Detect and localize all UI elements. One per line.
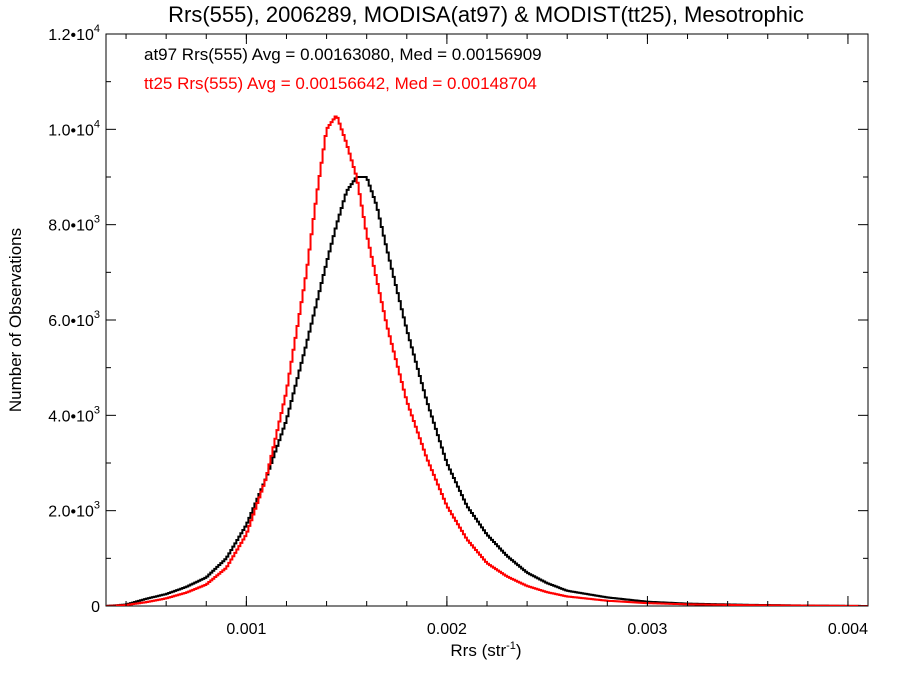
x-axis-label-end: ) [516,641,522,660]
y-tick-exponent: 3 [94,214,100,226]
y-tick-exponent: 3 [94,309,100,321]
y-tick-mantissa: 1.2•10 [48,27,94,44]
x-tick-label: 0.001 [226,621,266,638]
x-tick-label: 0.004 [828,621,868,638]
y-tick-mantissa: 8.0•10 [48,218,94,235]
annotation-layer: at97 Rrs(555) Avg = 0.00163080, Med = 0.… [144,45,542,93]
x-axis-label: Rrs (str-1) [450,640,521,660]
y-tick-exponent: 4 [94,118,100,130]
plot-frame [105,33,869,607]
x-axis-label-text: Rrs (str [450,641,506,660]
y-tick-mantissa: 1.0•10 [48,122,94,139]
y-tick-exponent: 3 [94,500,100,512]
histogram-series-0 [106,176,868,606]
x-axis-label-sup: -1 [506,640,516,652]
y-tick-mantissa: 4.0•10 [48,408,94,425]
x-tick-label: 0.003 [627,621,667,638]
y-tick-exponent: 4 [94,23,100,35]
series-layer [106,115,868,606]
chart-title: Rrs(555), 2006289, MODISA(at97) & MODIST… [168,2,804,27]
y-tick-mantissa: 2.0•10 [48,504,94,521]
y-tick-label: 1.0•104 [48,118,100,139]
y-tick-label: 8.0•103 [48,214,100,235]
y-tick-exponent: 3 [94,404,100,416]
y-tick-label: 2.0•103 [48,500,100,521]
axis-ticks: 0.001 0.002 0.003 0.00402.0•1034.0•1036.0•1… [48,23,868,638]
legend-annotation: tt25 Rrs(555) Avg = 0.00156642, Med = 0.… [144,74,537,93]
y-tick-mantissa: 0 [91,599,100,616]
y-tick-label: 4.0•103 [48,404,100,425]
y-tick-mantissa: 6.0•10 [48,313,94,330]
y-tick-label: 0 [91,599,100,616]
y-axis-label: Number of Observations [6,228,25,412]
y-tick-label: 6.0•103 [48,309,100,330]
histogram-series-1 [106,115,868,606]
x-tick-label: 0.002 [427,621,467,638]
legend-annotation: at97 Rrs(555) Avg = 0.00163080, Med = 0.… [144,45,542,64]
y-tick-label: 1.2•104 [48,23,100,44]
